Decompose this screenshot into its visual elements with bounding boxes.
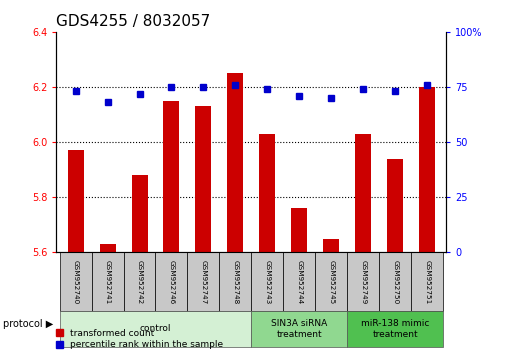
Text: GSM952742: GSM952742	[136, 259, 143, 304]
Bar	[379, 252, 411, 311]
Bar	[291, 208, 307, 252]
Bar	[164, 101, 180, 252]
Text: GSM952745: GSM952745	[328, 259, 334, 304]
Text: GSM952741: GSM952741	[105, 259, 111, 304]
Text: GSM952746: GSM952746	[168, 259, 174, 304]
Bar	[347, 311, 443, 347]
Bar	[60, 311, 251, 347]
Bar	[283, 252, 315, 311]
Text: GSM952740: GSM952740	[73, 259, 78, 304]
Bar	[155, 252, 187, 311]
Bar	[195, 106, 211, 252]
Text: GSM952747: GSM952747	[201, 259, 206, 304]
Bar	[260, 134, 275, 252]
Bar	[323, 239, 339, 252]
Bar	[251, 311, 347, 347]
Text: miR-138 mimic
treatment: miR-138 mimic treatment	[361, 319, 429, 339]
Bar	[100, 244, 115, 252]
Bar	[124, 252, 155, 311]
Text: GSM952751: GSM952751	[424, 259, 430, 304]
Bar	[60, 252, 92, 311]
Bar	[187, 252, 220, 311]
Text: GSM952743: GSM952743	[264, 259, 270, 304]
Text: GSM952744: GSM952744	[297, 259, 302, 304]
Text: protocol ▶: protocol ▶	[3, 319, 53, 329]
Text: GDS4255 / 8032057: GDS4255 / 8032057	[56, 14, 211, 29]
Text: control: control	[140, 325, 171, 333]
Bar	[251, 252, 283, 311]
Bar	[347, 252, 379, 311]
Legend: transformed count, percentile rank within the sample: transformed count, percentile rank withi…	[56, 329, 223, 349]
Text: GSM952749: GSM952749	[360, 259, 366, 304]
Bar	[355, 134, 371, 252]
Bar	[227, 73, 243, 252]
Bar	[419, 87, 435, 252]
Text: GSM952748: GSM952748	[232, 259, 239, 304]
Bar	[68, 150, 84, 252]
Bar	[315, 252, 347, 311]
Text: GSM952750: GSM952750	[392, 259, 398, 304]
Text: SIN3A siRNA
treatment: SIN3A siRNA treatment	[271, 319, 327, 339]
Bar	[92, 252, 124, 311]
Bar	[387, 159, 403, 252]
Bar	[220, 252, 251, 311]
Bar	[131, 175, 148, 252]
Bar	[411, 252, 443, 311]
